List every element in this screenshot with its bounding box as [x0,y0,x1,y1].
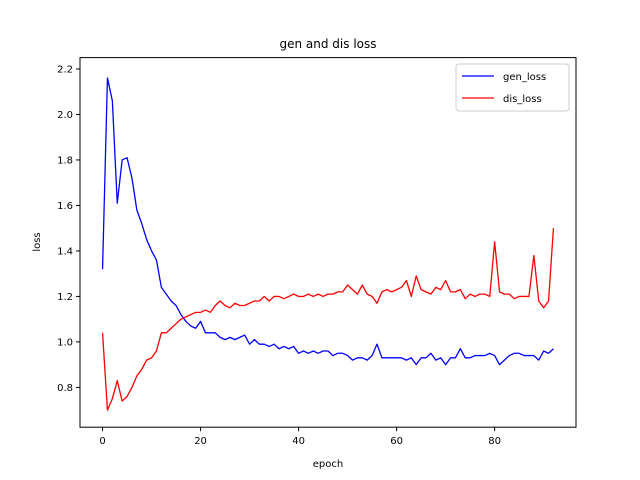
plot-frame [79,57,577,428]
legend-label-dis-loss: dis_loss [503,94,542,105]
x-tick-label: 20 [194,436,207,447]
x-tick-label: 60 [390,436,403,447]
x-tick-label: 40 [292,436,305,447]
series-line-gen-loss [101,77,554,366]
x-tick-label: 80 [488,436,501,447]
x-axis: 0 20 40 60 80 [99,427,501,447]
y-tick-label: 2.0 [57,110,73,121]
y-axis: 0.8 1.0 1.2 1.4 1.6 1.8 2.0 2.2 [57,64,80,394]
legend: gen_loss dis_loss [455,63,570,112]
y-tick-label: 2.2 [57,64,73,75]
y-tick-label: 1.0 [57,337,73,348]
y-tick-label: 1.2 [57,292,73,303]
y-tick-label: 1.6 [57,201,73,212]
y-tick-label: 1.8 [57,155,73,166]
y-axis-label: loss [32,232,43,251]
y-tick-label: 1.4 [57,246,73,257]
plot-area [101,77,555,411]
chart-title: gen and dis loss [279,37,376,51]
series-line-dis-loss [101,228,555,411]
x-axis-label: epoch [313,459,343,470]
x-tick-label: 0 [99,436,105,447]
legend-label-gen-loss: gen_loss [503,72,546,83]
y-tick-label: 0.8 [57,383,73,394]
